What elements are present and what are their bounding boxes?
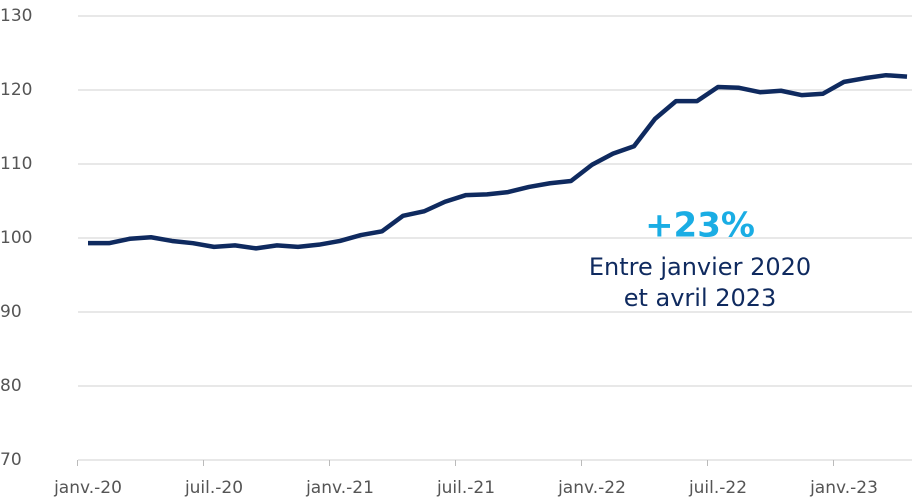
annotation: Entre janvier 2020 xyxy=(589,253,811,281)
y-tick-label: 80 xyxy=(0,376,22,396)
y-tick-label: 70 xyxy=(0,450,22,470)
y-tick-label: 120 xyxy=(0,80,32,100)
x-tick-label: juil.-21 xyxy=(436,478,495,498)
y-tick-label: 130 xyxy=(0,6,32,26)
y-tick-label: 110 xyxy=(0,154,32,174)
x-tick-label: janv.-22 xyxy=(557,478,626,498)
x-tick-label: janv.-20 xyxy=(53,478,122,498)
data-line xyxy=(88,72,908,251)
x-tick-label: juil.-20 xyxy=(184,478,243,498)
annotation: et avril 2023 xyxy=(624,284,777,312)
y-tick-label: 100 xyxy=(0,228,32,248)
x-tick-label: janv.-21 xyxy=(305,478,374,498)
x-tick-label: janv.-23 xyxy=(809,478,878,498)
x-tick-label: juil.-22 xyxy=(688,478,747,498)
annotation: +23% xyxy=(645,206,755,246)
y-tick-label: 90 xyxy=(0,302,22,322)
